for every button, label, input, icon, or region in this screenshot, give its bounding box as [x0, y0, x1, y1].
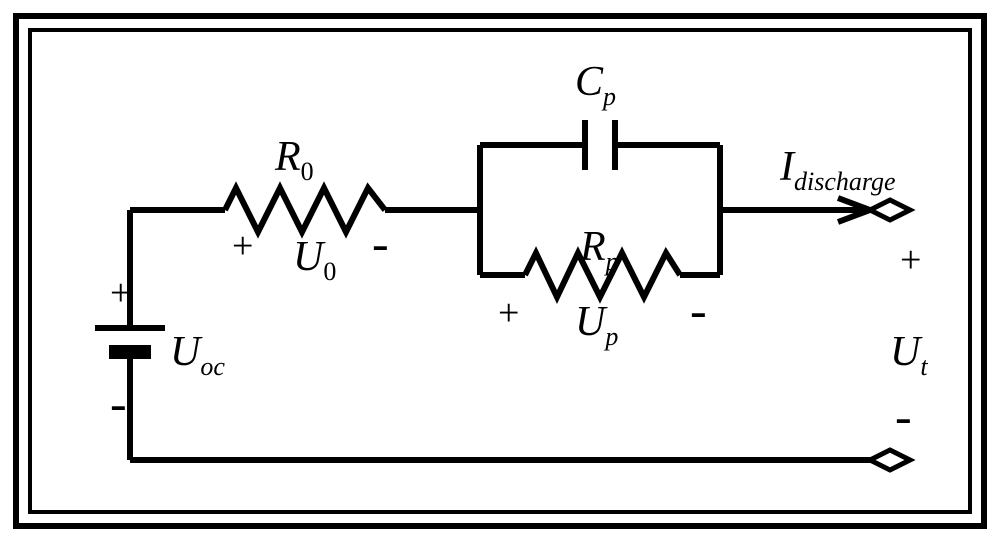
- source-plus: +: [110, 272, 131, 314]
- label-i-sub: discharge: [794, 167, 896, 196]
- label-idischarge: Idischarge: [779, 144, 896, 196]
- circuit-svg: Uoc + - R0 U0 + - Cp Rp Up + - Idischarg…: [0, 0, 1000, 542]
- label-rp: Rp: [579, 224, 619, 276]
- label-cp-base: C: [575, 59, 604, 105]
- r0-minus: -: [372, 215, 389, 271]
- svg-text:Idischarge: Idischarge: [779, 144, 896, 196]
- ut-minus: -: [895, 388, 912, 444]
- svg-text:Cp: Cp: [575, 59, 616, 111]
- label-u0-sub: 0: [323, 257, 336, 286]
- svg-text:Rp: Rp: [579, 224, 619, 276]
- label-cp: Cp: [575, 59, 616, 111]
- label-up-base: U: [575, 299, 608, 345]
- label-ut-sub: t: [920, 352, 928, 381]
- label-up: Up: [575, 299, 618, 351]
- frame-inner: [30, 30, 970, 512]
- frame-outer: [16, 16, 984, 526]
- label-uoc-sub: oc: [200, 352, 225, 381]
- label-u0-base: U: [293, 234, 326, 280]
- terminal-top: [870, 200, 910, 220]
- circuit-diagram: Uoc + - R0 U0 + - Cp Rp Up + - Idischarg…: [0, 0, 1000, 542]
- label-uoc: Uoc: [170, 329, 225, 381]
- rp-plus: +: [498, 292, 519, 334]
- label-up-sub: p: [603, 322, 618, 351]
- svg-text:Ut: Ut: [890, 329, 928, 381]
- ut-plus: +: [900, 239, 921, 281]
- label-uoc-base: U: [170, 329, 203, 375]
- label-rp-base: R: [579, 224, 606, 270]
- terminal-bottom: [870, 450, 910, 470]
- label-u0: U0: [293, 234, 336, 286]
- svg-text:Uoc: Uoc: [170, 329, 225, 381]
- label-ut-base: U: [890, 329, 923, 375]
- label-ut: Ut: [890, 329, 928, 381]
- source-minus: -: [110, 375, 127, 431]
- r0-plus: +: [232, 225, 253, 267]
- rp-minus: -: [690, 282, 707, 338]
- label-rp-sub: p: [604, 247, 619, 276]
- label-cp-sub: p: [601, 82, 616, 111]
- label-r0-sub: 0: [301, 157, 314, 186]
- svg-text:Up: Up: [575, 299, 618, 351]
- svg-text:R0: R0: [274, 134, 314, 186]
- svg-text:U0: U0: [293, 234, 336, 286]
- label-r0: R0: [274, 134, 314, 186]
- label-r0-base: R: [274, 134, 301, 180]
